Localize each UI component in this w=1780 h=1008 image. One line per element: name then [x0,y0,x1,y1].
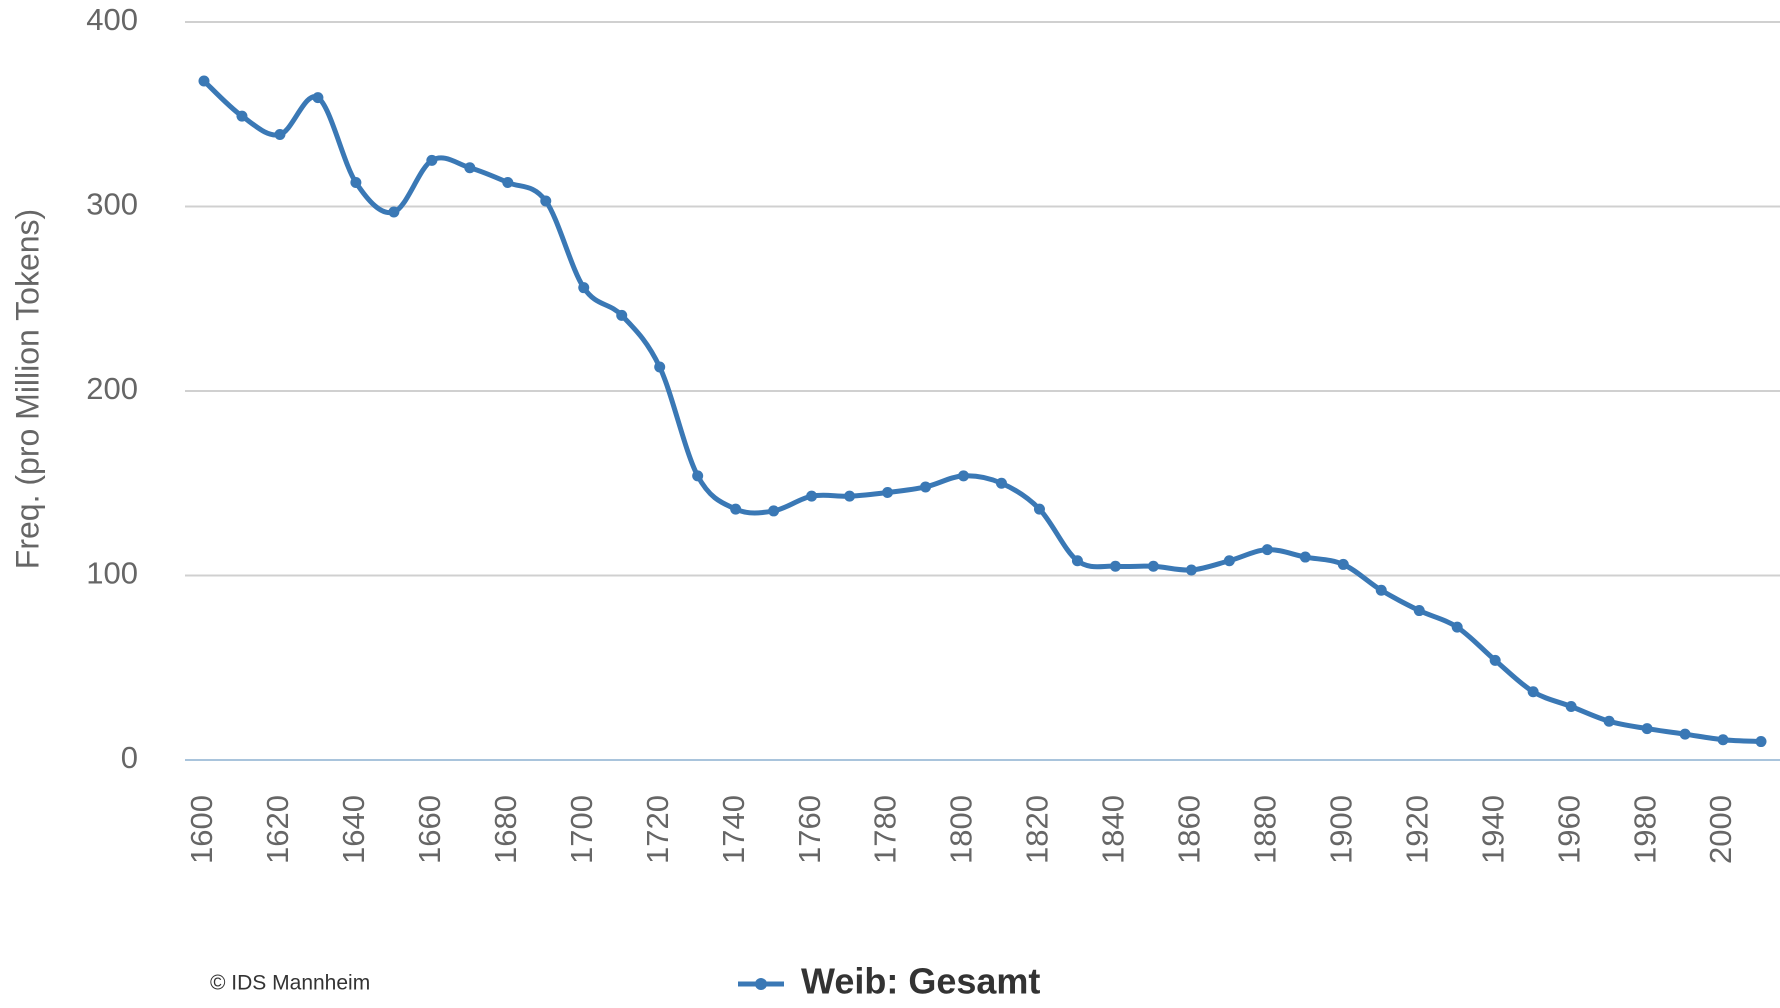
marker [920,481,932,493]
marker [1641,723,1653,735]
marker [578,282,590,294]
marker [236,110,248,122]
marker [464,162,476,174]
x-tick-label: 1780 [868,795,903,864]
marker [274,129,286,141]
marker [1223,555,1235,567]
legend-label: Weib: Gesamt [801,961,1040,1002]
x-tick-label: 1620 [260,795,295,864]
marker [692,470,704,482]
x-tick-label: 1680 [488,795,523,864]
marker [1565,700,1577,712]
marker [1147,560,1159,572]
x-tick-label: 1760 [792,795,827,864]
x-tick-label: 1660 [412,795,447,864]
marker [1413,605,1425,617]
y-tick-label: 300 [86,187,138,222]
x-tick-label: 1940 [1475,795,1510,864]
x-tick-label: 1820 [1020,795,1055,864]
marker [1375,584,1387,596]
x-tick-label: 1860 [1172,795,1207,864]
marker [882,486,894,498]
marker [350,177,362,189]
x-tick-label: 1700 [564,795,599,864]
marker [1717,734,1729,746]
x-tick-label: 1640 [336,795,371,864]
y-tick-label: 100 [86,556,138,591]
marker [1451,621,1463,633]
x-tick-label: 1600 [184,795,219,864]
x-tick-label: 1920 [1399,795,1434,864]
marker [1109,560,1121,572]
marker [1679,728,1691,740]
marker [616,309,628,321]
marker [730,503,742,515]
marker [844,490,856,502]
x-tick-label: 1740 [716,795,751,864]
marker [426,154,438,166]
legend-marker [755,978,767,990]
x-tick-label: 1980 [1627,795,1662,864]
marker [1755,736,1767,748]
x-tick-label: 1880 [1248,795,1283,864]
marker [768,505,780,517]
marker [1603,715,1615,727]
y-tick-label: 200 [86,371,138,406]
x-tick-label: 1720 [640,795,675,864]
marker [958,470,970,482]
marker [198,75,210,87]
marker [1185,564,1197,576]
marker [1261,544,1273,556]
marker [312,92,324,104]
marker [1337,558,1349,570]
y-axis-label: Freq. (pro Million Tokens) [9,209,45,569]
y-tick-label: 0 [121,740,138,775]
y-tick-label: 400 [86,2,138,37]
x-tick-label: 1800 [944,795,979,864]
marker [502,177,514,189]
marker [806,490,818,502]
marker [388,206,400,218]
x-tick-label: 2000 [1703,795,1738,864]
copyright: © IDS Mannheim [210,972,370,995]
marker [654,361,666,373]
marker [540,195,552,207]
x-tick-label: 1840 [1096,795,1131,864]
x-tick-label: 1900 [1323,795,1358,864]
line [202,79,1762,745]
marker [1489,654,1501,666]
marker [1071,555,1083,567]
marker [995,477,1007,489]
x-tick-label: 1960 [1551,795,1586,864]
marker [1033,503,1045,515]
marker [1527,686,1539,698]
marker [1299,551,1311,563]
